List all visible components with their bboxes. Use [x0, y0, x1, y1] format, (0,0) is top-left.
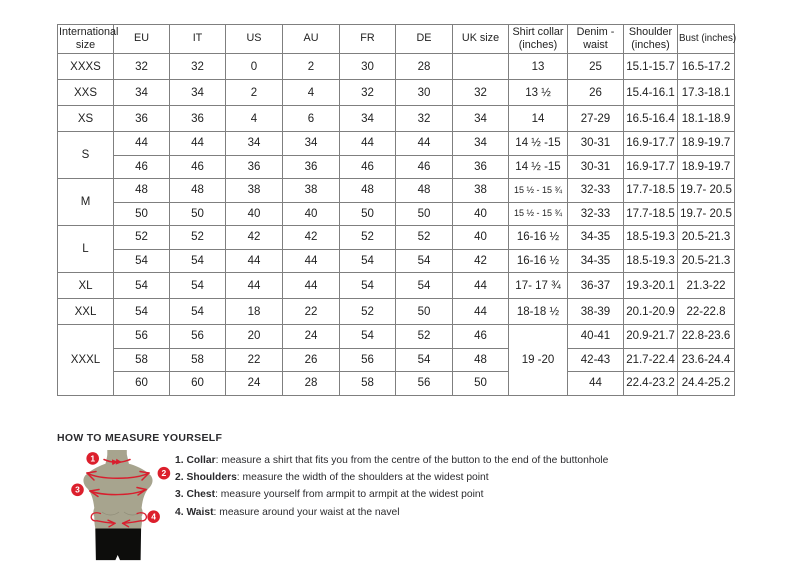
- svg-text:2: 2: [162, 468, 167, 478]
- svg-text:3: 3: [75, 485, 80, 495]
- svg-text:1: 1: [90, 453, 95, 463]
- svg-text:4: 4: [151, 512, 156, 522]
